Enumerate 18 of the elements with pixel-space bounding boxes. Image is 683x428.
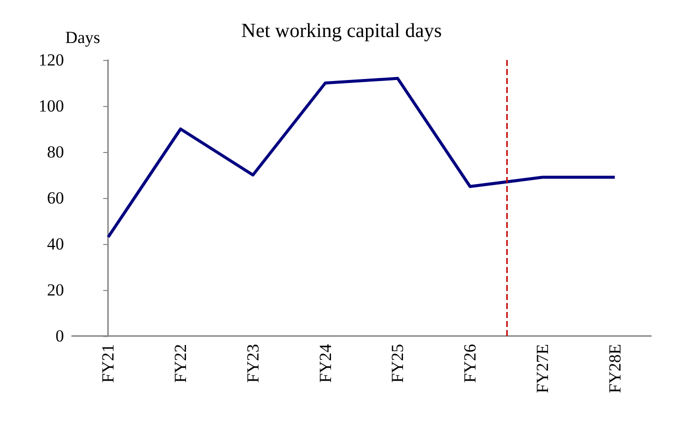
x-tick-label: FY25: [388, 344, 408, 383]
y-tick-label: 100: [38, 96, 64, 116]
x-tick-label: FY22: [171, 344, 190, 383]
y-tick-label: 80: [47, 142, 64, 162]
x-tick-label: FY27E: [532, 344, 552, 394]
y-axis-title: Days: [65, 28, 100, 47]
x-tick-label: FY23: [243, 344, 262, 383]
y-tick-label: 120: [38, 50, 64, 70]
y-tick-label: 60: [47, 188, 64, 208]
x-tick-label: FY28E: [605, 344, 624, 394]
y-tick-label: 0: [56, 326, 64, 346]
x-tick-label: FY26: [460, 344, 480, 383]
y-tick-label: 20: [47, 280, 64, 300]
chart-title: Net working capital days: [241, 20, 442, 42]
x-tick-label: FY24: [316, 344, 335, 383]
y-tick-label: 40: [47, 234, 64, 254]
line-series: [106, 76, 616, 239]
x-tick-label: FY21: [98, 344, 118, 383]
